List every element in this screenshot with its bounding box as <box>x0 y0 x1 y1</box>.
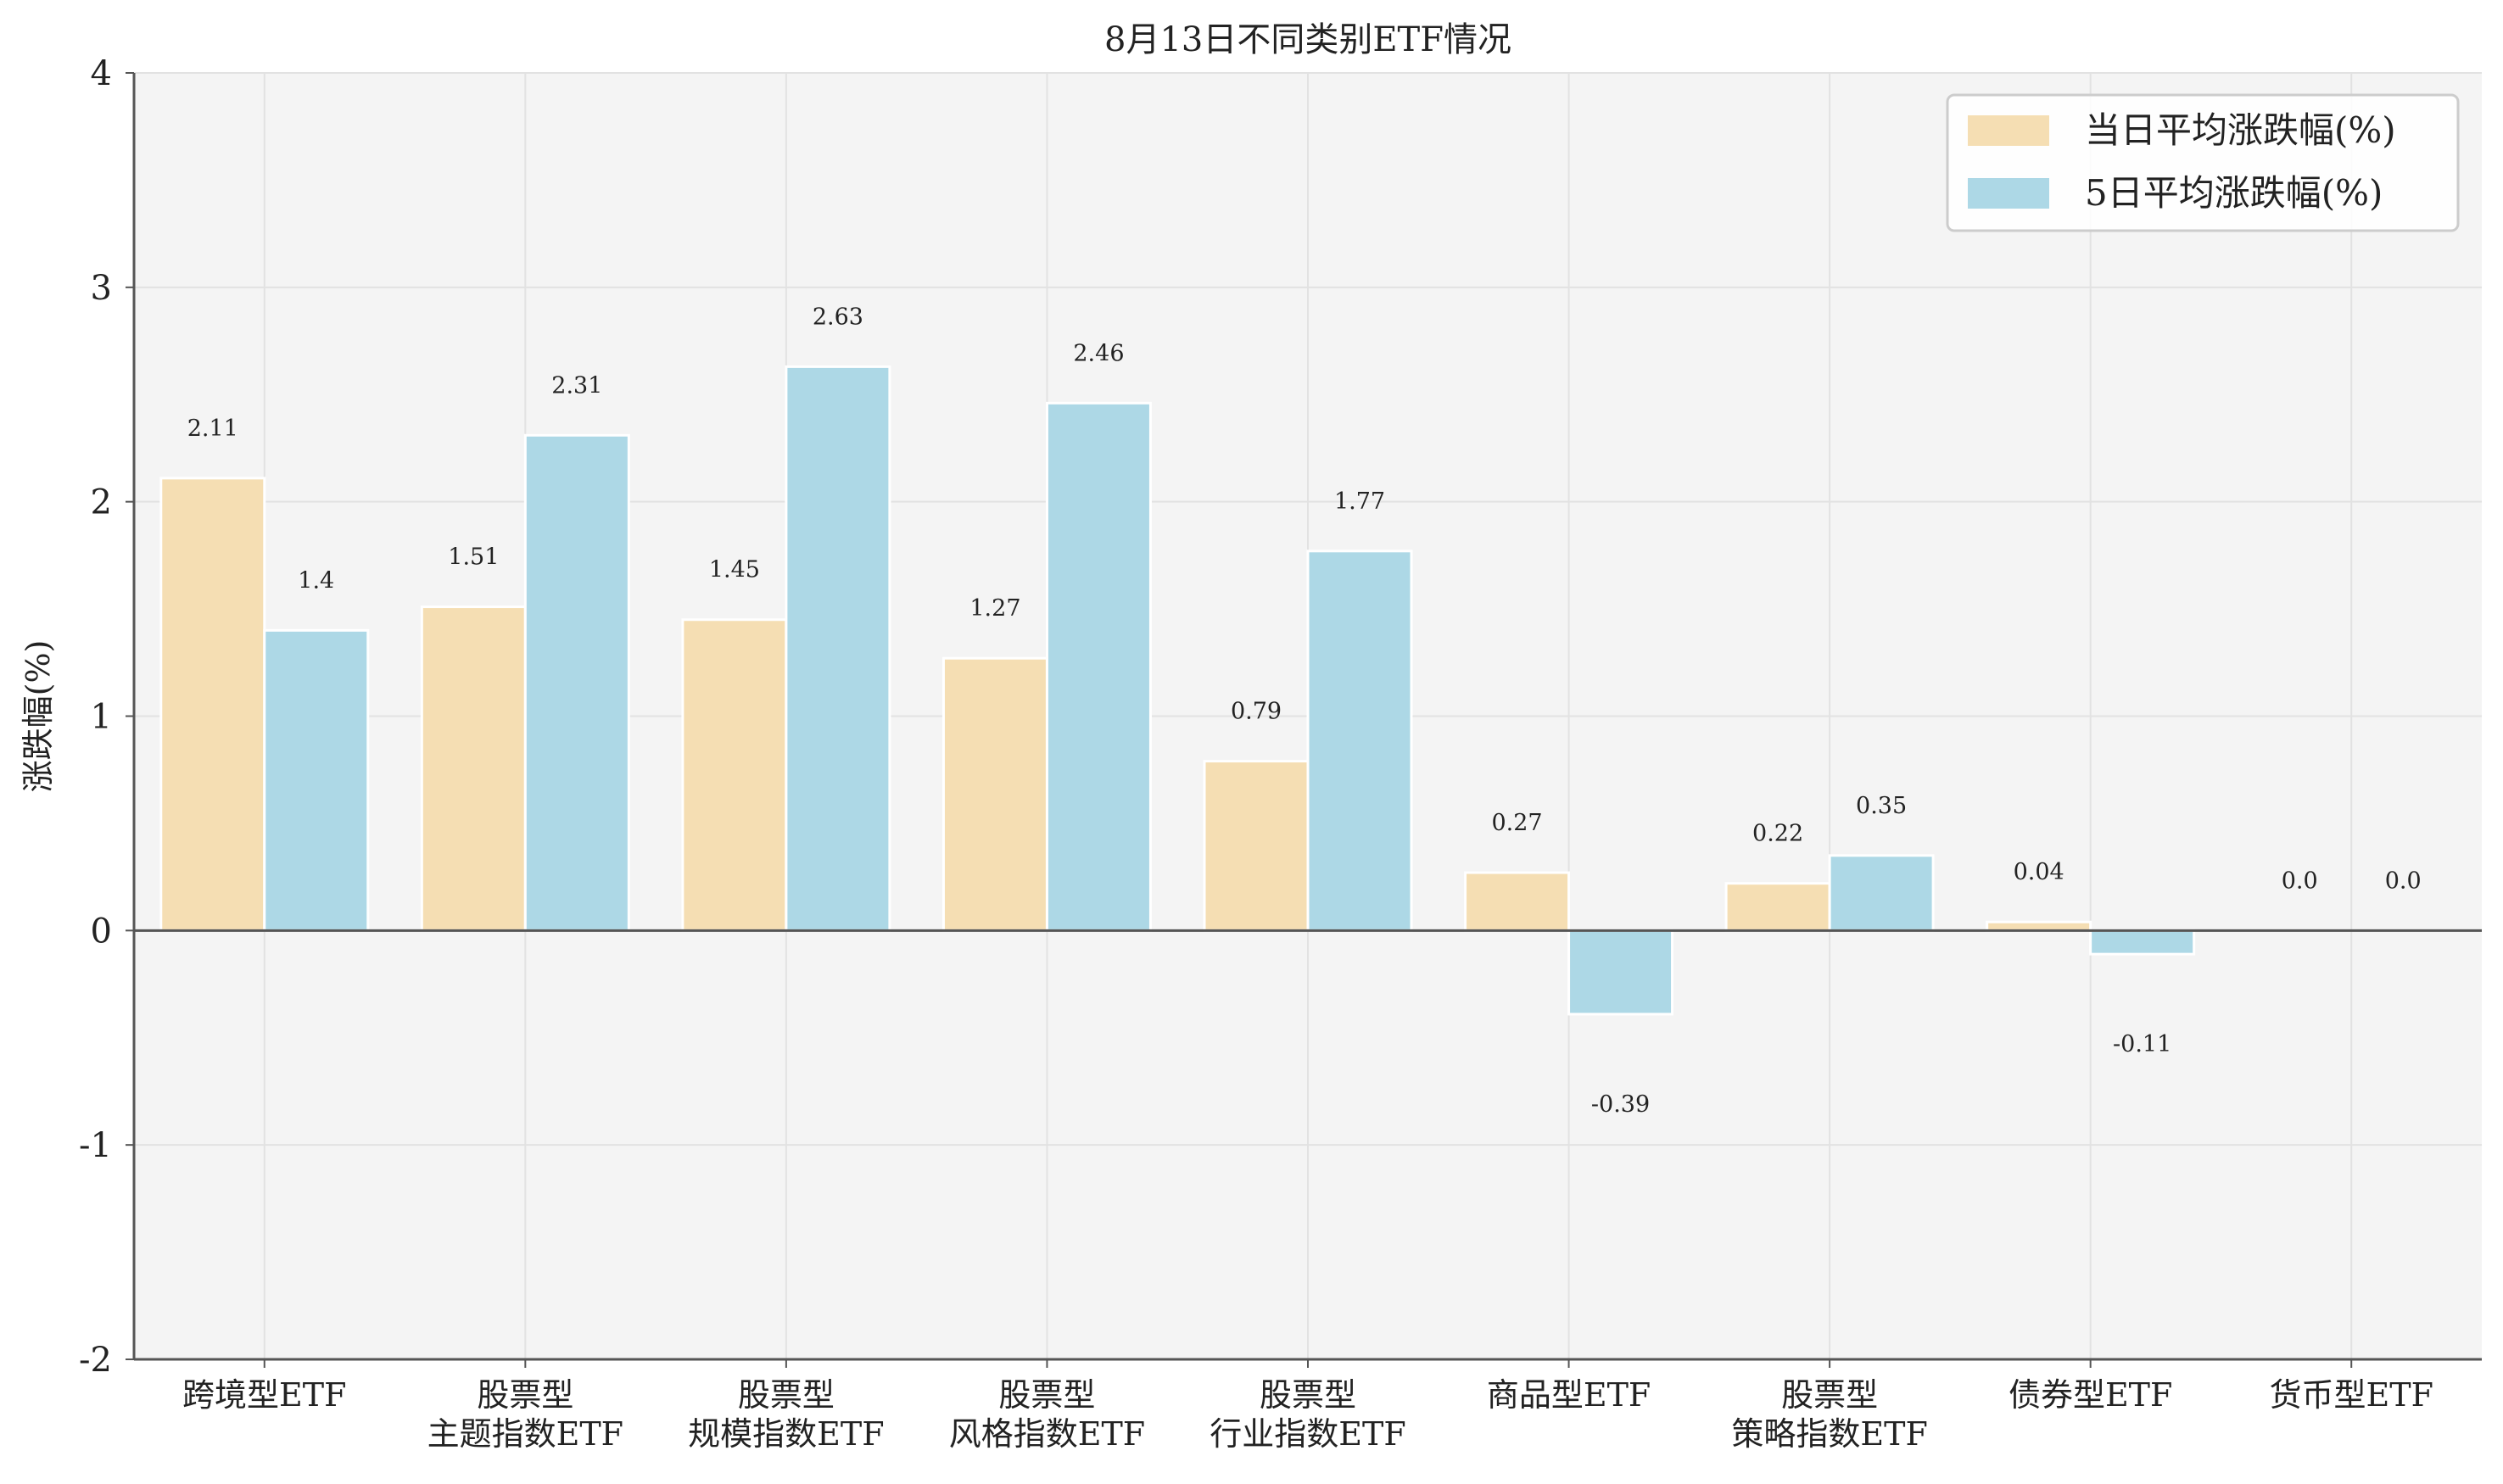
y-tick-label: -1 <box>79 1126 112 1165</box>
data-label: 1.4 <box>298 567 334 594</box>
y-tick-label: 0 <box>91 912 112 951</box>
bar-daily-4 <box>1203 760 1310 932</box>
bar-daily-6 <box>1724 882 1831 932</box>
data-label: 2.31 <box>551 372 602 399</box>
data-labels: 2.11 1.51 1.45 1.27 0.79 0.27 0.22 0.04 0.0 1.4 2.… <box>187 304 2422 1118</box>
y-axis-label: 涨跌幅(%) <box>20 640 57 793</box>
chart-title: 8月13日不同类别ETF情况 <box>1104 20 1511 59</box>
x-tick-label: 规模指数ETF <box>688 1415 884 1453</box>
legend: 当日平均涨跌幅(%) 5日平均涨跌幅(%) <box>1946 93 2460 232</box>
y-tick-label: 2 <box>91 483 112 522</box>
x-tick-label: 策略指数ETF <box>1731 1415 1927 1453</box>
bar-five-day-2 <box>785 365 891 932</box>
data-label: 0.04 <box>2014 859 2064 885</box>
x-tick-label: 债券型ETF <box>2009 1376 2172 1414</box>
x-tick-label: 商品型ETF <box>1487 1376 1651 1414</box>
legend-swatch <box>1968 178 2049 209</box>
bar-daily-0 <box>159 477 266 932</box>
data-label: 0.22 <box>1752 821 1803 847</box>
data-label: 2.63 <box>813 304 863 330</box>
data-label: 1.51 <box>448 544 499 571</box>
data-label: -0.11 <box>2113 1031 2171 1057</box>
bar-five-day-1 <box>523 433 630 932</box>
bar-five-day-7 <box>2089 929 2196 956</box>
data-label: 0.35 <box>1856 793 1907 819</box>
data-label: -0.39 <box>1591 1091 1650 1118</box>
data-label: 0.0 <box>2282 868 2318 894</box>
data-label: 2.11 <box>187 416 238 442</box>
bar-five-day-3 <box>1045 401 1152 932</box>
data-label: 0.79 <box>1231 699 1282 725</box>
y-tick-label: 3 <box>91 269 112 308</box>
x-tick-label: 股票型 <box>998 1376 1095 1414</box>
x-tick-label: 股票型 <box>1260 1376 1356 1414</box>
bar-five-day-4 <box>1306 550 1413 932</box>
bar-five-day-5 <box>1567 929 1674 1016</box>
x-tick-label: 股票型 <box>1781 1376 1878 1414</box>
bar-daily-1 <box>420 605 527 932</box>
data-label: 2.46 <box>1073 340 1124 366</box>
legend-swatch <box>1968 115 2049 146</box>
x-tick-label: 行业指数ETF <box>1210 1415 1405 1453</box>
data-label: 0.27 <box>1491 810 1542 836</box>
x-tick-label: 主题指数ETF <box>427 1415 623 1453</box>
x-tick-label: 货币型ETF <box>2269 1376 2433 1414</box>
bar-daily-5 <box>1464 871 1571 932</box>
bar-five-day-0 <box>263 628 370 932</box>
bar-daily-3 <box>941 656 1048 932</box>
data-label: 1.27 <box>969 595 1020 622</box>
x-tick-label: 股票型 <box>738 1376 835 1414</box>
y-tick-label: 1 <box>91 698 112 737</box>
x-tick-label: 股票型 <box>477 1376 573 1414</box>
legend-label: 当日平均涨跌幅(%) <box>2085 109 2396 151</box>
x-tick-label: 跨境型ETF <box>182 1376 346 1414</box>
x-tick-label: 风格指数ETF <box>949 1415 1145 1453</box>
y-tick-label: -2 <box>79 1341 112 1380</box>
data-label: 1.77 <box>1334 488 1385 515</box>
data-label: 0.0 <box>2385 868 2422 894</box>
bar-daily-2 <box>681 618 788 932</box>
y-tick-label: 4 <box>91 54 112 93</box>
data-label: 1.45 <box>709 557 760 583</box>
bar-daily-7 <box>1986 920 2092 932</box>
bars <box>159 365 2196 1016</box>
legend-label: 5日平均涨跌幅(%) <box>2085 172 2383 214</box>
legend-box <box>1946 93 2460 232</box>
bar-five-day-6 <box>1828 854 1935 932</box>
